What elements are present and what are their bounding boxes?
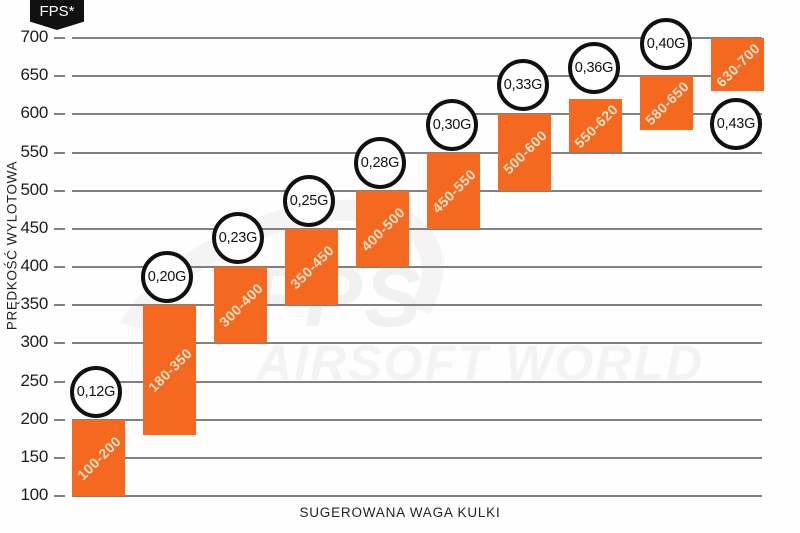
gridline <box>72 495 762 497</box>
weight-badge-025G[interactable]: 0,25G <box>283 175 335 227</box>
y-tick-label: 150 <box>20 446 49 466</box>
bar-450-550[interactable]: 450-550 <box>427 152 480 229</box>
weight-badge-023G[interactable]: 0,23G <box>212 212 264 264</box>
y-tick-mark <box>54 75 65 78</box>
gridline <box>72 342 762 345</box>
bar-550-620[interactable]: 550-620 <box>569 99 622 153</box>
gridline <box>72 37 762 39</box>
bar-range-label: 180-350 <box>144 344 195 396</box>
y-tick-mark <box>54 495 65 497</box>
y-tick-mark <box>54 266 65 268</box>
weight-badge-028G[interactable]: 0,28G <box>354 137 406 189</box>
weight-badge-036G[interactable]: 0,36G <box>568 42 620 94</box>
bar-400-500[interactable]: 400-500 <box>356 190 409 267</box>
gridline <box>72 304 762 307</box>
y-tick-mark <box>54 227 65 230</box>
fps-badge: FPS* <box>30 0 84 30</box>
y-tick-label: 250 <box>20 370 49 390</box>
weight-badge-020G[interactable]: 0,20G <box>141 251 193 303</box>
y-tick-mark <box>54 456 65 459</box>
bar-range-label: 300-400 <box>215 280 266 331</box>
bar-180-350[interactable]: 180-350 <box>143 305 196 435</box>
weight-badge-012G[interactable]: 0,12G <box>70 366 122 418</box>
y-tick-mark <box>54 151 65 154</box>
gridline <box>72 189 762 192</box>
bar-range-label: 450-550 <box>428 165 479 216</box>
fps-badge-label: FPS* <box>39 3 75 20</box>
bar-range-label: 400-500 <box>357 203 408 254</box>
y-tick-mark <box>54 304 65 307</box>
bar-350-450[interactable]: 350-450 <box>285 228 338 306</box>
gridline <box>72 75 762 78</box>
weight-badge-030G[interactable]: 0,30G <box>426 99 478 151</box>
y-tick-mark <box>54 418 65 421</box>
gridline <box>72 151 762 154</box>
y-tick-label: 200 <box>20 408 49 428</box>
bar-range-label: 630-700 <box>712 39 763 90</box>
y-tick-label: 600 <box>20 103 49 123</box>
y-tick-label: 400 <box>20 256 49 275</box>
bar-range-label: 580-650 <box>641 77 692 128</box>
weight-badge-040G[interactable]: 0,40G <box>640 18 692 70</box>
y-tick-label: 500 <box>20 179 49 199</box>
gridline <box>72 266 762 268</box>
y-tick-mark <box>54 113 65 116</box>
weight-badge-033G[interactable]: 0,33G <box>497 59 549 111</box>
bar-100-200[interactable]: 100-200 <box>72 419 125 496</box>
bar-630-700[interactable]: 630-700 <box>711 38 764 92</box>
y-tick-label: 700 <box>20 27 49 46</box>
weight-badge-043G[interactable]: 0,43G <box>710 98 762 150</box>
bar-500-600[interactable]: 500-600 <box>498 114 551 191</box>
gridline <box>72 227 762 230</box>
x-axis-title: SUGEROWANA WAGA KULKI <box>299 505 501 520</box>
gridline <box>72 113 762 116</box>
bar-range-label: 350-450 <box>286 241 337 293</box>
bar-range-label: 500-600 <box>499 127 550 178</box>
y-tick-label: 550 <box>20 141 49 161</box>
bar-580-650[interactable]: 580-650 <box>640 76 693 130</box>
y-tick-label: 350 <box>20 294 49 314</box>
y-tick-mark <box>54 37 65 39</box>
bar-300-400[interactable]: 300-400 <box>214 267 267 344</box>
y-tick-label: 450 <box>20 217 49 237</box>
y-tick-mark <box>54 342 65 345</box>
bar-range-label: 550-620 <box>570 100 621 151</box>
y-tick-label: 650 <box>20 65 49 85</box>
y-tick-mark <box>54 380 65 383</box>
gridline <box>72 380 762 383</box>
plot-area: 700 650 600 550 500 450 400 350 300 250 200 150 100 1… <box>21 27 764 504</box>
y-tick-mark <box>54 189 65 192</box>
gridline <box>72 456 762 459</box>
y-tick-label: 300 <box>20 332 49 352</box>
y-tick-label: 100 <box>20 485 49 504</box>
bar-range-label: 100-200 <box>73 432 124 483</box>
gridline <box>72 418 762 421</box>
